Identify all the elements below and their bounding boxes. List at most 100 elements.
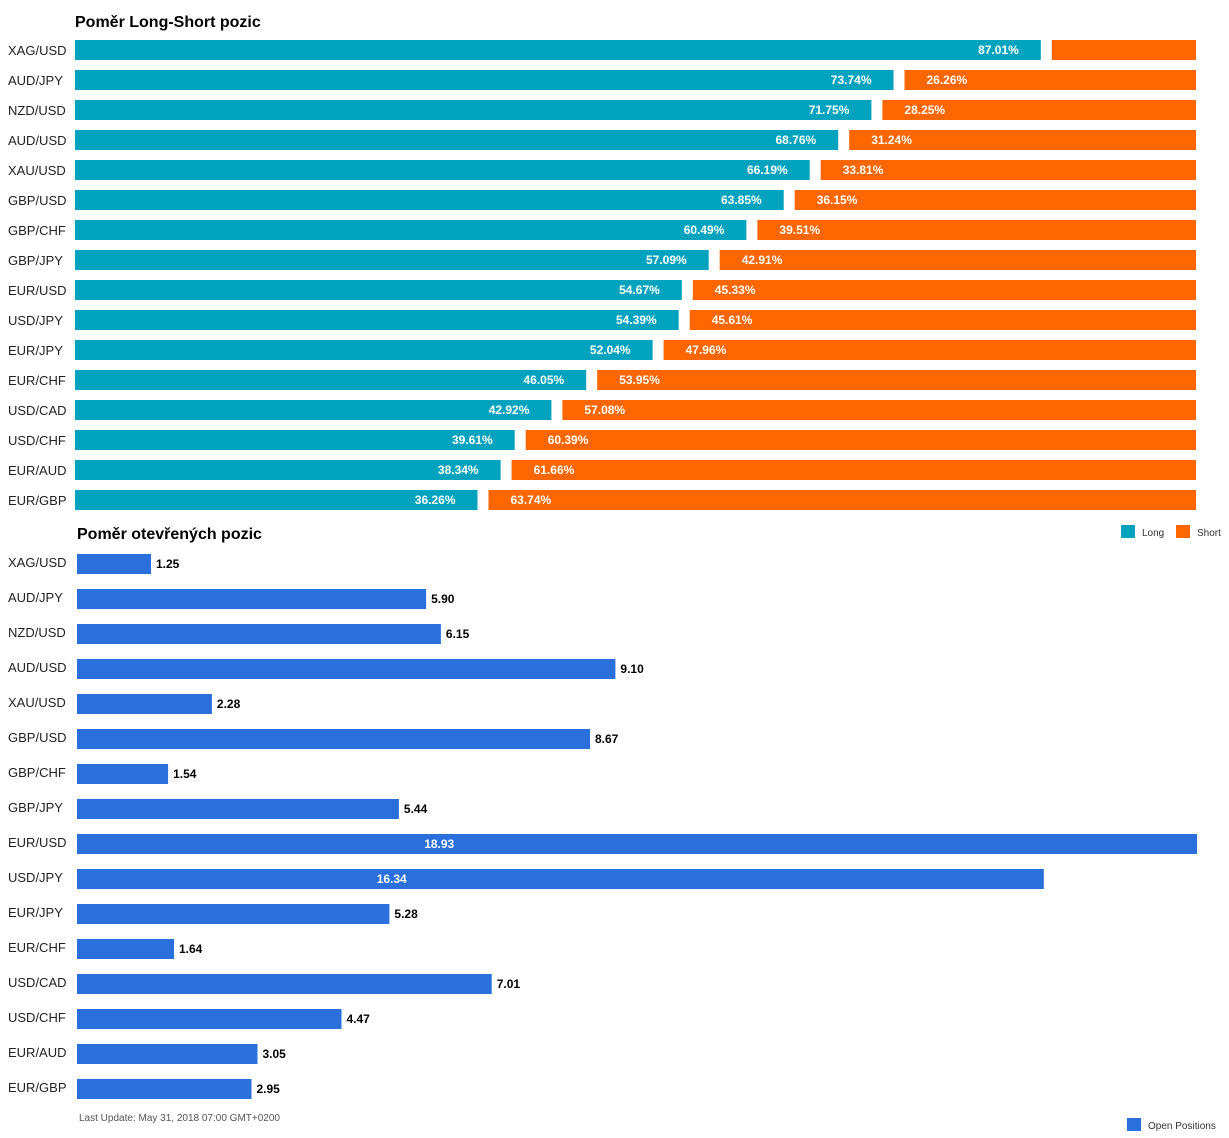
short-value-label-eur-chf: 53.95% (619, 373, 660, 387)
open-bar-usd-jpy (77, 869, 1044, 889)
open-bar-gbp-jpy (77, 799, 399, 819)
short-bar-eur-gbp (488, 490, 1196, 510)
short-value-label-usd-chf: 60.39% (548, 433, 589, 447)
long-short-category-eur-jpy: EUR/JPY (8, 343, 63, 358)
long-short-category-gbp-jpy: GBP/JPY (8, 253, 63, 268)
long-bar-xag-usd (75, 40, 1041, 60)
long-short-category-usd-cad: USD/CAD (8, 403, 67, 418)
long-value-label-xau-usd: 66.19% (747, 163, 788, 177)
long-bar-eur-usd (75, 280, 682, 300)
short-value-label-eur-aud: 61.66% (534, 463, 575, 477)
long-short-chart: XAG/USD 87.01% AUD/JPY 73.74% 26.26% NZD/USD 7… (8, 40, 1197, 510)
long-short-category-eur-usd: EUR/USD (8, 283, 67, 298)
long-short-category-xag-usd: XAG/USD (8, 43, 67, 58)
open-value-label-aud-jpy: 5.90 (431, 592, 455, 606)
long-value-label-xag-usd: 87.01% (978, 43, 1019, 57)
long-short-category-aud-jpy: AUD/JPY (8, 73, 63, 88)
short-value-label-usd-cad: 57.08% (584, 403, 625, 417)
legend-long-swatch (1121, 525, 1135, 538)
long-short-category-gbp-usd: GBP/USD (8, 193, 67, 208)
open-bar-eur-jpy (77, 904, 390, 924)
open-bar-gbp-chf (77, 764, 169, 784)
long-short-category-eur-aud: EUR/AUD (8, 463, 67, 478)
open-value-label-nzd-usd: 6.15 (446, 627, 470, 641)
long-bar-eur-gbp (75, 490, 478, 510)
long-value-label-eur-jpy: 52.04% (590, 343, 631, 357)
long-value-label-eur-aud: 38.34% (438, 463, 479, 477)
long-value-label-gbp-jpy: 57.09% (646, 253, 687, 267)
short-value-label-eur-jpy: 47.96% (686, 343, 727, 357)
legend-open-swatch (1127, 1118, 1141, 1131)
short-bar-usd-chf (525, 430, 1196, 450)
open-bar-usd-cad (77, 974, 492, 994)
open-category-gbp-usd: GBP/USD (8, 730, 67, 745)
short-value-label-gbp-chf: 39.51% (779, 223, 820, 237)
long-value-label-nzd-usd: 71.75% (809, 103, 850, 117)
long-short-chart-title: Poměr Long-Short pozic (75, 14, 261, 31)
open-bar-aud-usd (77, 659, 616, 679)
long-value-label-eur-gbp: 36.26% (415, 493, 456, 507)
short-value-label-gbp-jpy: 42.91% (742, 253, 783, 267)
open-category-aud-usd: AUD/USD (8, 660, 67, 675)
long-value-label-usd-chf: 39.61% (452, 433, 493, 447)
long-bar-usd-cad (75, 400, 552, 420)
long-bar-gbp-chf (75, 220, 747, 240)
open-category-nzd-usd: NZD/USD (8, 625, 66, 640)
legend-long-label: Long (1142, 528, 1164, 539)
legend-short-swatch (1176, 525, 1190, 538)
legend-open-label: Open Positions (1148, 1121, 1216, 1132)
open-bar-gbp-usd (77, 729, 590, 749)
open-bar-usd-chf (77, 1009, 342, 1029)
long-short-category-usd-jpy: USD/JPY (8, 313, 63, 328)
open-positions-legend: Open Positions (1127, 1118, 1216, 1132)
open-bar-eur-gbp (77, 1079, 252, 1099)
short-bar-gbp-chf (757, 220, 1196, 240)
open-value-label-eur-usd: 18.93 (424, 837, 454, 851)
long-bar-aud-usd (75, 130, 839, 150)
open-category-eur-usd: EUR/USD (8, 835, 67, 850)
long-value-label-usd-cad: 42.92% (489, 403, 530, 417)
open-value-label-eur-chf: 1.64 (179, 942, 203, 956)
open-value-label-gbp-usd: 8.67 (595, 732, 619, 746)
long-value-label-usd-jpy: 54.39% (616, 313, 657, 327)
short-bar-eur-usd (692, 280, 1196, 300)
open-bar-eur-chf (77, 939, 174, 959)
open-category-eur-gbp: EUR/GBP (8, 1080, 67, 1095)
open-value-label-gbp-chf: 1.54 (173, 767, 197, 781)
legend-short-label: Short (1197, 528, 1221, 539)
open-bar-xag-usd (77, 554, 151, 574)
short-value-label-xau-usd: 33.81% (843, 163, 884, 177)
short-bar-eur-chf (597, 370, 1196, 390)
open-category-xau-usd: XAU/USD (8, 695, 66, 710)
long-short-category-eur-chf: EUR/CHF (8, 373, 66, 388)
short-value-label-gbp-usd: 36.15% (817, 193, 858, 207)
open-bar-nzd-usd (77, 624, 441, 644)
open-category-usd-jpy: USD/JPY (8, 870, 63, 885)
short-bar-xau-usd (820, 160, 1196, 180)
short-value-label-usd-jpy: 45.61% (712, 313, 753, 327)
open-category-usd-chf: USD/CHF (8, 1010, 66, 1025)
long-bar-gbp-usd (75, 190, 784, 210)
open-category-gbp-jpy: GBP/JPY (8, 800, 63, 815)
open-value-label-xau-usd: 2.28 (217, 697, 241, 711)
long-bar-nzd-usd (75, 100, 872, 120)
short-bar-aud-jpy (904, 70, 1196, 90)
long-bar-usd-chf (75, 430, 515, 450)
short-bar-eur-jpy (663, 340, 1196, 360)
long-short-category-nzd-usd: NZD/USD (8, 103, 66, 118)
short-value-label-eur-gbp: 63.74% (511, 493, 552, 507)
long-short-category-eur-gbp: EUR/GBP (8, 493, 67, 508)
long-value-label-aud-jpy: 73.74% (831, 73, 872, 87)
open-value-label-aud-usd: 9.10 (620, 662, 644, 676)
long-value-label-gbp-chf: 60.49% (684, 223, 725, 237)
long-value-label-gbp-usd: 63.85% (721, 193, 762, 207)
open-category-eur-chf: EUR/CHF (8, 940, 66, 955)
short-bar-gbp-jpy (719, 250, 1196, 270)
open-positions-chart: XAG/USD 1.25 AUD/JPY 5.90 NZD/USD 6.15 AUD/USD… (8, 554, 1197, 1099)
short-bar-usd-cad (562, 400, 1196, 420)
open-value-label-usd-chf: 4.47 (347, 1012, 371, 1026)
long-bar-eur-chf (75, 370, 587, 390)
open-category-eur-jpy: EUR/JPY (8, 905, 63, 920)
long-short-category-usd-chf: USD/CHF (8, 433, 66, 448)
